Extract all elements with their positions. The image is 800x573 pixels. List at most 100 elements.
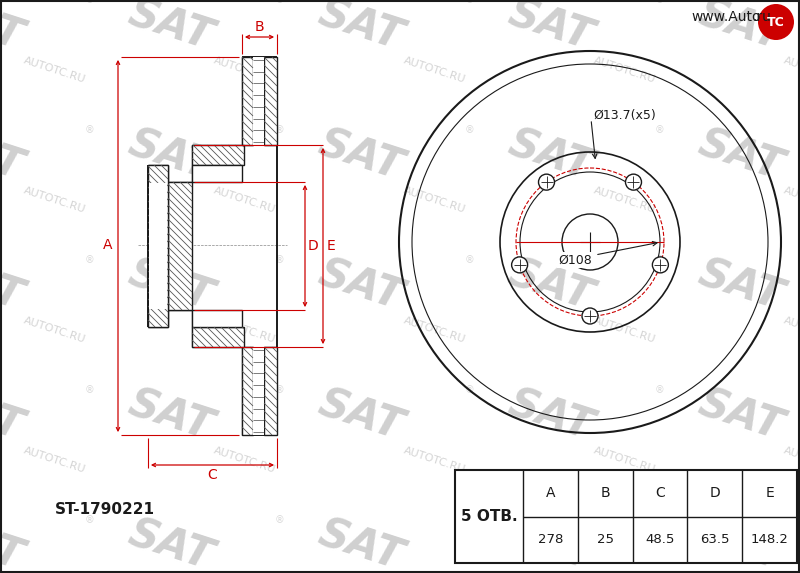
Text: SAT: SAT: [312, 0, 408, 58]
Text: AUTOTC.RU: AUTOTC.RU: [22, 445, 87, 475]
Text: AUTOTC.RU: AUTOTC.RU: [782, 445, 800, 475]
Bar: [455, 470, 797, 563]
Text: AUTOTC.RU: AUTOTC.RU: [22, 55, 87, 85]
Bar: [192, 145, 244, 165]
Bar: [149, 183, 167, 309]
Text: .ru: .ru: [753, 10, 772, 24]
Text: 48.5: 48.5: [646, 533, 674, 546]
Text: D: D: [710, 486, 720, 500]
Text: SAT: SAT: [312, 252, 408, 319]
Text: AUTOTC.RU: AUTOTC.RU: [402, 185, 467, 215]
Text: E: E: [766, 486, 774, 500]
Text: ®: ®: [85, 0, 95, 5]
Text: ®: ®: [275, 385, 285, 395]
Text: SAT: SAT: [312, 382, 408, 448]
Text: ®: ®: [655, 385, 665, 395]
Text: ®: ®: [465, 385, 475, 395]
Text: AUTOTC.RU: AUTOTC.RU: [593, 55, 658, 85]
Text: D: D: [308, 239, 318, 253]
Text: 148.2: 148.2: [750, 533, 789, 546]
Text: E: E: [326, 239, 335, 253]
Text: www.Auto: www.Auto: [691, 10, 761, 24]
Text: Ø108: Ø108: [558, 253, 592, 266]
Text: ®: ®: [85, 385, 95, 395]
Circle shape: [512, 257, 528, 273]
Bar: [168, 182, 192, 310]
Text: 278: 278: [538, 533, 563, 546]
Circle shape: [538, 174, 554, 190]
Text: AUTOTC.RU: AUTOTC.RU: [213, 185, 278, 215]
Text: ®: ®: [85, 125, 95, 135]
Bar: [242, 57, 253, 145]
Circle shape: [626, 174, 642, 190]
Text: A: A: [103, 238, 113, 252]
Text: ®: ®: [275, 125, 285, 135]
Text: SAT: SAT: [692, 382, 788, 448]
Text: AUTOTC.RU: AUTOTC.RU: [22, 185, 87, 215]
Text: SAT: SAT: [692, 512, 788, 573]
Text: SAT: SAT: [312, 512, 408, 573]
Bar: [253, 57, 264, 145]
Text: ®: ®: [85, 515, 95, 525]
Text: 5 ОТВ.: 5 ОТВ.: [461, 509, 518, 524]
Text: ®: ®: [275, 255, 285, 265]
Text: AUTOTC.RU: AUTOTC.RU: [213, 55, 278, 85]
Circle shape: [582, 308, 598, 324]
Text: ®: ®: [275, 515, 285, 525]
Text: ®: ®: [655, 125, 665, 135]
Text: AUTOTC.RU: AUTOTC.RU: [402, 445, 467, 475]
Text: AUTOTC.RU: AUTOTC.RU: [593, 445, 658, 475]
Text: SAT: SAT: [0, 382, 28, 448]
Text: AUTOTC.RU: AUTOTC.RU: [213, 315, 278, 345]
Text: AUTOTC.RU: AUTOTC.RU: [593, 315, 658, 345]
Text: SAT: SAT: [122, 121, 218, 189]
Text: SAT: SAT: [692, 252, 788, 319]
Bar: [192, 327, 244, 347]
Circle shape: [758, 4, 794, 40]
Text: B: B: [254, 20, 264, 34]
Text: AUTOTC.RU: AUTOTC.RU: [213, 445, 278, 475]
Text: SAT: SAT: [502, 382, 598, 448]
Text: SAT: SAT: [502, 0, 598, 58]
Bar: [242, 347, 253, 435]
Text: SAT: SAT: [0, 512, 28, 573]
Text: ST-1790221: ST-1790221: [55, 503, 155, 517]
Text: SAT: SAT: [692, 121, 788, 189]
Text: SAT: SAT: [0, 0, 28, 58]
Text: SAT: SAT: [122, 252, 218, 319]
Text: C: C: [655, 486, 665, 500]
Bar: [192, 310, 242, 327]
Text: ®: ®: [655, 515, 665, 525]
Text: SAT: SAT: [502, 252, 598, 319]
Bar: [264, 57, 277, 145]
Text: SAT: SAT: [502, 512, 598, 573]
Text: TC: TC: [767, 15, 785, 29]
Text: SAT: SAT: [122, 382, 218, 448]
Text: ®: ®: [275, 0, 285, 5]
Text: SAT: SAT: [502, 121, 598, 189]
Text: ®: ®: [465, 515, 475, 525]
Text: AUTOTC.RU: AUTOTC.RU: [593, 185, 658, 215]
Text: ®: ®: [85, 255, 95, 265]
Text: SAT: SAT: [0, 252, 28, 319]
Bar: [253, 347, 264, 435]
Text: SAT: SAT: [692, 0, 788, 58]
Circle shape: [652, 257, 668, 273]
Bar: [192, 165, 242, 182]
Text: 25: 25: [597, 533, 614, 546]
Text: ®: ®: [465, 255, 475, 265]
Bar: [264, 347, 277, 435]
Text: AUTOTC.RU: AUTOTC.RU: [782, 185, 800, 215]
Text: ®: ®: [465, 125, 475, 135]
Text: SAT: SAT: [0, 121, 28, 189]
Text: 63.5: 63.5: [700, 533, 730, 546]
Text: AUTOTC.RU: AUTOTC.RU: [782, 55, 800, 85]
Bar: [148, 165, 168, 327]
Text: SAT: SAT: [122, 512, 218, 573]
Text: Ø13.7(x5): Ø13.7(x5): [593, 108, 656, 121]
Text: AUTOTC.RU: AUTOTC.RU: [782, 315, 800, 345]
Circle shape: [562, 214, 618, 270]
Text: AUTOTC.RU: AUTOTC.RU: [402, 315, 467, 345]
Text: B: B: [600, 486, 610, 500]
Text: A: A: [546, 486, 555, 500]
